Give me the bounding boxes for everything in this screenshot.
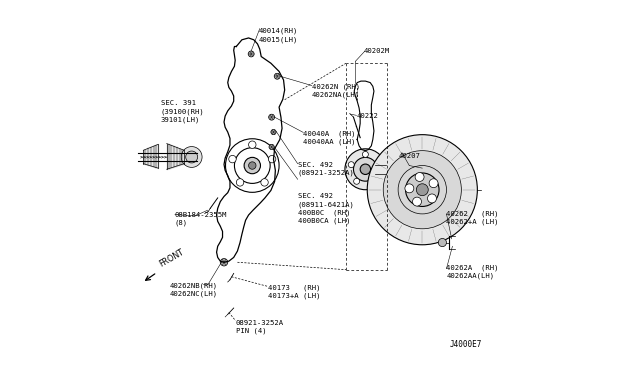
Circle shape [429, 179, 438, 188]
Circle shape [261, 179, 268, 186]
Circle shape [413, 197, 422, 206]
Circle shape [248, 51, 254, 57]
Circle shape [376, 162, 383, 168]
Circle shape [269, 114, 275, 120]
Circle shape [354, 178, 360, 184]
Circle shape [186, 151, 198, 163]
Text: SEC. 492
(08921-3252A): SEC. 492 (08921-3252A) [298, 162, 355, 176]
Circle shape [371, 178, 377, 184]
Circle shape [415, 173, 424, 182]
Circle shape [228, 155, 236, 163]
Text: 40262   (RH)
40262+A (LH): 40262 (RH) 40262+A (LH) [447, 210, 499, 225]
Circle shape [248, 162, 256, 169]
Circle shape [367, 135, 477, 245]
Text: 40262A  (RH)
40262AA(LH): 40262A (RH) 40262AA(LH) [447, 264, 499, 279]
Circle shape [360, 164, 371, 174]
Circle shape [268, 155, 276, 163]
Text: 40040A  (RH)
40040AA (LH): 40040A (RH) 40040AA (LH) [303, 130, 356, 145]
Circle shape [236, 179, 244, 186]
Text: 40222: 40222 [356, 113, 378, 119]
Circle shape [383, 151, 461, 229]
Circle shape [248, 141, 256, 148]
Circle shape [348, 162, 354, 168]
Circle shape [269, 144, 275, 150]
Text: 40014(RH)
40015(LH): 40014(RH) 40015(LH) [259, 28, 298, 43]
Circle shape [181, 147, 202, 167]
Circle shape [405, 184, 414, 193]
Circle shape [438, 238, 447, 247]
Circle shape [275, 73, 280, 79]
Circle shape [345, 149, 386, 190]
Text: 40262NB(RH)
40262NC(LH): 40262NB(RH) 40262NC(LH) [170, 283, 218, 298]
Circle shape [417, 184, 428, 196]
Text: 40173   (RH)
40173+A (LH): 40173 (RH) 40173+A (LH) [268, 285, 321, 299]
Circle shape [406, 173, 439, 206]
Text: 08921-3252A
PIN (4): 08921-3252A PIN (4) [236, 320, 284, 334]
Circle shape [428, 194, 436, 203]
Text: 08B184-2355M
(8): 08B184-2355M (8) [175, 212, 227, 226]
Text: 40262N (RH)
40262NA(LH): 40262N (RH) 40262NA(LH) [312, 84, 360, 99]
Circle shape [244, 157, 260, 174]
Text: SEC. 492
(08911-6421A)
400B0C  (RH)
400B0CA (LH): SEC. 492 (08911-6421A) 400B0C (RH) 400B0… [298, 193, 355, 224]
Text: 40202M: 40202M [364, 48, 390, 54]
Text: SEC. 391
(39100(RH)
39101(LH): SEC. 391 (39100(RH) 39101(LH) [161, 100, 205, 123]
Circle shape [353, 157, 378, 181]
Text: FRONT: FRONT [158, 247, 186, 269]
Circle shape [220, 259, 228, 266]
Text: J4000E7: J4000E7 [449, 340, 482, 349]
Text: 40207: 40207 [399, 153, 420, 158]
Circle shape [271, 129, 276, 135]
Circle shape [362, 151, 369, 157]
